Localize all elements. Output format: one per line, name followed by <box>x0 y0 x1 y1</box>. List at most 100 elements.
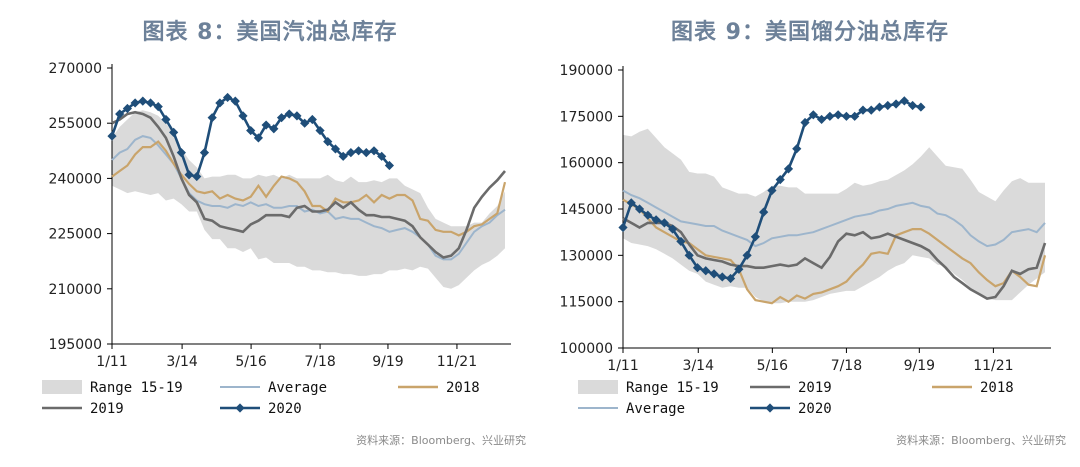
series-2020-marker <box>825 111 835 121</box>
x-tick-label: 11/21 <box>973 358 1013 374</box>
series-2020-marker <box>767 185 777 196</box>
x-tick-label: 11/21 <box>437 354 477 370</box>
series-2020-marker <box>916 102 926 112</box>
chart-title: 图表 8：美国汽油总库存 <box>142 20 398 45</box>
series-2020-marker <box>184 170 194 180</box>
series-2020-marker <box>300 118 310 128</box>
y-tick-label: 100000 <box>560 341 613 357</box>
series-2020-marker <box>883 100 893 111</box>
y-tick-label: 130000 <box>560 248 613 264</box>
series-2020-marker <box>338 151 348 161</box>
series-2020-marker <box>692 263 703 273</box>
series-2020-marker <box>153 102 163 112</box>
series-2020-marker <box>891 99 901 109</box>
series-2020-marker <box>899 96 909 106</box>
y-tick-label: 190000 <box>560 63 613 79</box>
series-2020-marker <box>246 125 256 136</box>
series-2020-marker <box>269 124 279 134</box>
legend-label: Range 15-19 <box>90 380 183 396</box>
series-2020-marker <box>874 102 885 112</box>
legend-label: 2018 <box>446 380 480 396</box>
series-2020-marker <box>253 133 264 143</box>
series-2020-marker <box>107 131 117 141</box>
series-2020-marker <box>323 137 333 147</box>
legend-label: Range 15-19 <box>626 380 719 396</box>
series-2020-marker <box>222 92 233 103</box>
legend-label: Average <box>626 401 685 417</box>
series-2020-marker <box>792 144 802 154</box>
series-2020-marker <box>122 103 133 114</box>
series-2020-marker <box>192 171 202 182</box>
x-tick-label: 9/19 <box>904 358 935 374</box>
series-2020-marker <box>808 110 818 120</box>
y-tick-label: 175000 <box>560 109 613 125</box>
legend-marker <box>235 403 245 413</box>
legend-label: 2019 <box>798 380 832 396</box>
distillate-inventory-chart: 190000 175000 160000 145000 130000 115000 1000… <box>560 63 1051 417</box>
legend-label: 2018 <box>980 380 1014 396</box>
series-2020-marker <box>169 127 179 137</box>
series-2020-marker <box>361 148 371 158</box>
series-2020-marker <box>850 111 860 121</box>
y-tick-label: 255000 <box>49 116 102 132</box>
series-2020-marker <box>115 109 125 119</box>
legend-label: 2020 <box>798 401 832 417</box>
series-2020-marker <box>841 111 852 121</box>
series-2020-marker <box>816 114 827 125</box>
gasoline-inventory-chart: 270000 255000 240000 225000 210000 1950001/11… <box>42 61 511 417</box>
y-tick-label: 115000 <box>560 295 613 311</box>
y-tick-label: 210000 <box>49 282 102 298</box>
series-2020-marker <box>284 109 294 119</box>
series-2020-marker <box>138 96 148 106</box>
gasoline-chart-panel: 图表 8：美国汽油总库存 270000 255000 240000 225000 210… <box>42 20 526 447</box>
source-note: 资料来源：Bloomberg、兴业研究 <box>356 434 526 447</box>
source-note: 资料来源：Bloomberg、兴业研究 <box>896 434 1066 447</box>
x-tick-label: 5/16 <box>235 354 267 370</box>
series-2020-marker <box>330 144 341 154</box>
series-2020-marker <box>384 160 395 171</box>
series-2019-line <box>111 110 506 259</box>
series-2020-marker <box>276 113 287 123</box>
series-2020-marker <box>684 250 694 260</box>
chart-title: 图表 9：美国馏分油总库存 <box>671 20 949 45</box>
series-2018-line <box>622 198 1047 305</box>
series-2020-marker <box>199 148 210 158</box>
series-2019-line <box>622 217 1047 300</box>
series-2020-marker <box>618 222 628 233</box>
series-2020-marker <box>659 218 669 228</box>
series-2020-marker <box>307 114 317 125</box>
series-2020-marker <box>775 175 785 185</box>
legend-label: 2020 <box>268 401 302 417</box>
series-2020-marker <box>130 98 140 108</box>
series-2020-marker <box>261 120 271 130</box>
series-2020-marker <box>346 148 356 158</box>
series-2020-marker <box>176 148 186 158</box>
series-2020-marker <box>833 110 843 120</box>
legend-swatch <box>42 380 82 394</box>
x-tick-label: 5/16 <box>757 358 789 374</box>
y-tick-label: 240000 <box>49 171 102 187</box>
legend-swatch <box>578 380 618 394</box>
x-tick-label: 7/18 <box>304 354 335 370</box>
range-band <box>623 128 1045 304</box>
series-2020-marker <box>734 264 744 274</box>
x-tick-label: 3/14 <box>166 354 198 370</box>
series-2020-marker <box>292 111 302 121</box>
average-line <box>622 189 1046 248</box>
x-tick-label: 1/11 <box>607 358 638 374</box>
legend-label: 2019 <box>90 401 124 417</box>
y-tick-label: 145000 <box>560 202 613 218</box>
series-2020-marker <box>800 117 810 128</box>
series-2020-marker <box>750 232 760 242</box>
x-tick-label: 3/14 <box>683 358 715 374</box>
series-2020-marker <box>858 105 868 115</box>
series-2020-marker <box>353 146 364 156</box>
series-2020-marker <box>908 100 918 111</box>
series-2020-marker <box>676 236 686 247</box>
series-2020-marker <box>369 146 379 156</box>
legend-marker <box>765 403 775 413</box>
legend-label: Average <box>268 380 327 396</box>
series-2020-marker <box>207 113 217 123</box>
y-tick-label: 225000 <box>49 227 102 243</box>
series-2020-marker <box>238 111 248 121</box>
